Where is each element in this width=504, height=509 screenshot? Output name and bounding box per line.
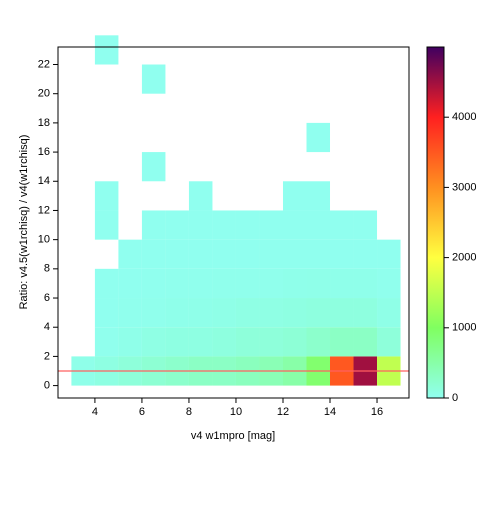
heat-cell [259,327,283,357]
heat-cell [282,298,307,328]
heat-cell [141,64,166,94]
heat-cell [118,239,142,269]
heat-cell [94,268,119,299]
heat-cell [282,210,307,240]
heat-cell [282,239,307,269]
heat-cell [235,298,260,328]
heat-cell [306,327,331,357]
heat-cell [118,298,142,328]
heat-cell [94,181,119,211]
colorbar-tick-label: 2000 [452,252,476,264]
y-tick-label: 12 [38,204,50,216]
heat-cell [141,298,166,328]
heat-cell [165,239,189,269]
heat-cell [377,298,401,328]
heat-cell [141,268,166,299]
heat-cell [94,35,119,65]
y-tick-label: 10 [38,234,50,246]
heat-cell [330,327,354,357]
heat-cell [188,210,213,240]
heat-cell [212,327,236,357]
heat-cell [377,327,401,357]
heat-cell [141,210,166,240]
heat-cell [282,181,307,211]
heat-cell [165,298,189,328]
heat-cell [353,268,378,299]
heat-cell [353,239,378,269]
colorbar-tick-label: 3000 [452,181,476,193]
heat-cell [377,239,401,269]
colorbar-tick-label: 4000 [452,111,476,123]
heat-cell [235,210,260,240]
heat-cell [235,327,260,357]
heat-cell [353,327,378,357]
y-tick-label: 16 [38,146,50,158]
heat-cell [141,327,166,357]
heat-cell [306,268,331,299]
x-tick-label: 6 [139,406,145,418]
heat-cell [188,268,213,299]
heat-cell [306,122,331,153]
heat-cell [259,239,283,269]
heat-cell [306,239,331,269]
heat-cell [94,298,119,328]
heat-cell [330,210,354,240]
heat-cell [330,268,354,299]
heat-cell [94,210,119,240]
heat-cell [235,239,260,269]
heat-cell [306,181,331,211]
y-tick-label: 20 [38,88,50,100]
colorbar [426,46,445,399]
heat-cell [330,239,354,269]
heat-cell [306,210,331,240]
heat-cell [188,327,213,357]
y-tick-label: 2 [44,350,50,362]
colorbar-tick-label: 0 [452,392,458,404]
heat-cell [118,268,142,299]
x-tick-label: 14 [324,406,336,418]
y-axis-label: Ratio: v4.5(w1rchisq) / v4(w1rchisq) [18,135,30,310]
colorbar-tick-label: 1000 [452,322,476,334]
heat-cell [165,210,189,240]
heat-cell [165,268,189,299]
y-tick-label: 4 [44,321,50,333]
x-tick-label: 16 [371,406,383,418]
x-axis-label: v4 w1mpro [mag] [191,430,275,442]
heat-cell [188,298,213,328]
heat-cell [141,152,166,182]
heat-cell [330,298,354,328]
heat-cell [282,327,307,357]
heat-cell [212,210,236,240]
x-tick-label: 12 [277,406,289,418]
y-tick-label: 18 [38,117,50,129]
heat-cell [212,239,236,269]
y-tick-label: 0 [44,380,50,392]
heat-cell [235,268,260,299]
heat-cell [118,327,142,357]
x-tick-label: 8 [186,406,192,418]
y-tick-label: 8 [44,263,50,275]
y-tick-label: 22 [38,58,50,70]
heat-cell [212,298,236,328]
plot-frame [57,46,410,399]
heat-cell [188,239,213,269]
heat-cell [353,298,378,328]
heat-cell [259,298,283,328]
heat-cell [141,239,166,269]
heat-cell [282,268,307,299]
heat-cell [353,210,378,240]
heat-cell [94,327,119,357]
heat-cell [259,210,283,240]
heat-cell [377,268,401,299]
y-tick-label: 14 [38,175,50,187]
x-tick-label: 10 [230,406,242,418]
heat-cell [212,268,236,299]
heat-cell [259,268,283,299]
x-tick-label: 4 [92,406,98,418]
heat-cell [306,298,331,328]
heat-cell [188,181,213,211]
heat-cell [165,327,189,357]
y-tick-label: 6 [44,292,50,304]
